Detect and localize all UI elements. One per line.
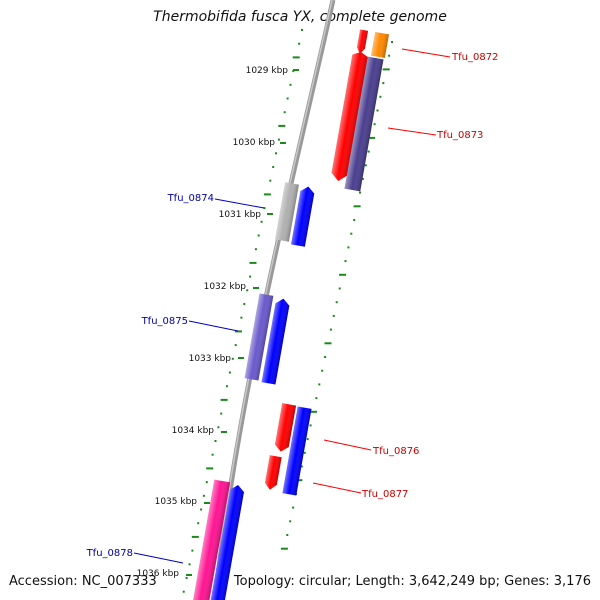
tick-tracks bbox=[182, 29, 393, 593]
gene-feature-tfu-0878a[interactable] bbox=[191, 479, 231, 600]
kbp-label: 1031 kbp bbox=[219, 210, 262, 220]
gene-label-tfu-0874[interactable]: Tfu_0874 bbox=[167, 193, 214, 204]
gene-feature-tfu-0877[interactable] bbox=[282, 406, 312, 496]
gene-labels: Tfu_0872 Tfu_0873 Tfu_0874 Tfu_0875 Tfu_… bbox=[86, 52, 499, 559]
gene-feature-tfu-0873a[interactable] bbox=[330, 51, 369, 183]
gene-feature-tfu-0873b[interactable] bbox=[344, 56, 384, 192]
kbp-scale: 1029 kbp 1030 kbp 1031 kbp 1032 kbp 1033… bbox=[137, 66, 299, 579]
gene-features bbox=[191, 29, 389, 600]
gene-feature-tfu-0878b[interactable] bbox=[208, 484, 245, 600]
kbp-label: 1036 kbp bbox=[137, 569, 180, 579]
gene-feature-tfu-0874b[interactable] bbox=[291, 185, 315, 247]
gene-feature-tfu-0874a[interactable] bbox=[275, 182, 299, 242]
gene-feature-tfu-0875a[interactable] bbox=[244, 293, 274, 381]
genome-info-text: Topology: circular; Length: 3,642,249 bp… bbox=[233, 574, 591, 589]
kbp-label: 1029 kbp bbox=[246, 66, 289, 76]
gene-label-tfu-0873[interactable]: Tfu_0873 bbox=[436, 130, 483, 141]
gene-feature-tfu-0872a[interactable] bbox=[356, 29, 369, 54]
kbp-label: 1030 kbp bbox=[233, 138, 276, 148]
genome-backbone-highlight bbox=[213, 0, 333, 600]
kbp-label: 1032 kbp bbox=[204, 282, 247, 292]
map-title: Thermobifida fusca YX, complete genome bbox=[153, 9, 447, 25]
gene-label-tfu-0876[interactable]: Tfu_0876 bbox=[372, 446, 419, 457]
gene-label-tfu-0872[interactable]: Tfu_0872 bbox=[451, 52, 498, 63]
gene-feature-tfu-0876[interactable] bbox=[274, 403, 297, 453]
kbp-label: 1033 kbp bbox=[189, 354, 232, 364]
kbp-label: 1035 kbp bbox=[155, 497, 198, 507]
gene-feature-tfu-0875b[interactable] bbox=[261, 297, 291, 385]
gene-label-leaders bbox=[133, 48, 451, 564]
accession-text: Accession: NC_007333 bbox=[9, 574, 157, 589]
kbp-label: 1034 kbp bbox=[172, 426, 215, 436]
gene-label-tfu-0877[interactable]: Tfu_0877 bbox=[361, 489, 408, 500]
gene-label-tfu-0875[interactable]: Tfu_0875 bbox=[141, 316, 188, 327]
gene-feature-tfu-0876b[interactable] bbox=[264, 455, 282, 491]
gene-feature-tfu-0872b[interactable] bbox=[371, 31, 389, 59]
gene-label-tfu-0878[interactable]: Tfu_0878 bbox=[86, 548, 133, 559]
